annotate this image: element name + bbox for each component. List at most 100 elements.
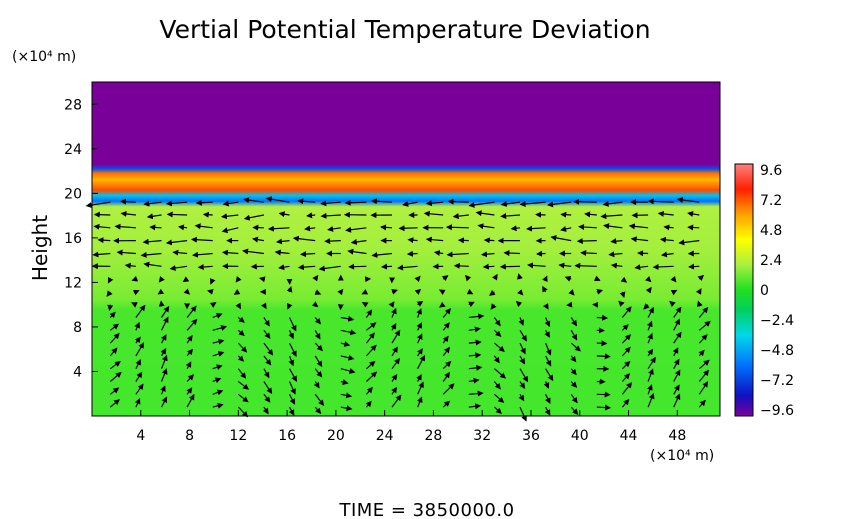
wind-arrow (274, 249, 290, 256)
wind-arrow (209, 278, 216, 285)
time-readout: TIME = 3850000.0 (338, 500, 514, 519)
wind-arrow (647, 348, 654, 357)
wind-arrow (278, 211, 290, 218)
wind-arrow (416, 396, 423, 408)
wind-arrow (620, 276, 628, 283)
wind-arrow (673, 358, 680, 369)
wind-arrow (371, 252, 393, 258)
wind-arrow (278, 264, 290, 271)
wind-arrow (207, 289, 214, 295)
wind-arrow (391, 346, 398, 357)
wind-arrow (288, 355, 295, 367)
wind-arrow (602, 200, 623, 207)
wind-arrow (165, 239, 188, 246)
wind-arrow (544, 330, 550, 338)
wind-arrow (107, 304, 114, 311)
wind-arrow (519, 406, 527, 422)
wind-arrow (237, 381, 250, 390)
wind-arrow (345, 226, 367, 233)
wind-arrow (169, 265, 188, 271)
wind-arrow (669, 300, 676, 308)
wind-arrow (453, 262, 469, 269)
wind-arrow (493, 381, 501, 390)
wind-arrow (442, 308, 452, 318)
y-tick-label: 16 (64, 231, 82, 247)
wind-arrow (452, 213, 469, 220)
wind-arrow (186, 387, 193, 395)
x-tick-label: 4 (136, 428, 145, 444)
chart-title: Vertial Potential Temperature Deviation (159, 15, 650, 44)
wind-arrow (468, 201, 495, 208)
wind-arrow (146, 213, 162, 220)
wind-arrow (468, 326, 481, 333)
wind-arrow (544, 317, 551, 328)
wind-arrow (135, 359, 141, 369)
wind-arrow (135, 371, 143, 382)
wind-arrow (318, 265, 341, 272)
wind-arrow (647, 384, 653, 395)
wind-arrow (109, 399, 120, 408)
wind-arrow (416, 308, 422, 318)
wind-arrow (678, 239, 700, 246)
wind-arrow (558, 262, 572, 269)
wind-arrow (263, 342, 274, 356)
wind-arrow (475, 210, 495, 217)
y-tick-label: 20 (64, 186, 82, 202)
colorbar-label: 4.8 (760, 223, 782, 239)
wind-arrow (545, 368, 554, 382)
wind-arrow (483, 237, 495, 244)
wind-arrow (634, 264, 649, 271)
wind-arrow (300, 251, 316, 258)
wind-arrow (314, 317, 322, 325)
wind-arrow (570, 355, 577, 363)
wind-arrow (361, 301, 369, 308)
wind-arrow (93, 223, 111, 230)
wind-arrow (186, 318, 198, 331)
wind-arrow (441, 275, 449, 282)
wind-arrow (134, 397, 141, 408)
wind-arrow (406, 250, 418, 257)
wind-arrow (370, 198, 393, 205)
wind-arrow (143, 261, 162, 268)
wind-arrow (314, 289, 322, 295)
wind-arrow (670, 275, 677, 283)
wind-arrow (494, 368, 507, 379)
wind-arrow (576, 238, 597, 245)
wind-arrow (568, 289, 575, 296)
wind-arrow (109, 371, 122, 382)
wind-arrow (416, 374, 422, 382)
x-tick-label: 44 (620, 428, 638, 444)
wind-arrow (237, 393, 249, 403)
wind-arrow (340, 368, 356, 374)
wind-arrow (515, 300, 523, 308)
wind-arrow (197, 264, 213, 270)
wind-arrow (212, 325, 228, 331)
wind-arrow (160, 396, 168, 408)
wind-arrow (574, 262, 597, 269)
wind-arrow (560, 226, 572, 232)
wind-arrow (221, 213, 239, 220)
wind-arrow (114, 223, 136, 230)
wind-arrow (560, 211, 572, 218)
wind-arrow (313, 381, 320, 389)
wind-arrow (566, 301, 573, 308)
wind-arrow (661, 251, 674, 258)
wind-arrow (288, 317, 297, 332)
wind-arrow (135, 383, 144, 395)
x-tick-label: 8 (185, 428, 194, 444)
wind-arrow (192, 251, 213, 258)
wind-arrow (178, 224, 188, 231)
wind-arrow (237, 342, 248, 353)
wind-arrow (510, 225, 521, 232)
wind-arrow (433, 250, 444, 256)
wind-arrow (237, 406, 249, 418)
wind-arrow (324, 238, 341, 245)
wind-arrow (365, 386, 373, 395)
wind-arrow (468, 301, 475, 308)
wind-arrow (628, 223, 649, 230)
wind-arrow (194, 223, 213, 230)
wind-arrow (288, 381, 296, 395)
wind-arrow (149, 224, 162, 231)
wind-arrow (621, 334, 632, 344)
x-axis-ticks: 4 8 12 16 20 24 28 32 36 40 44 48 (136, 428, 686, 444)
